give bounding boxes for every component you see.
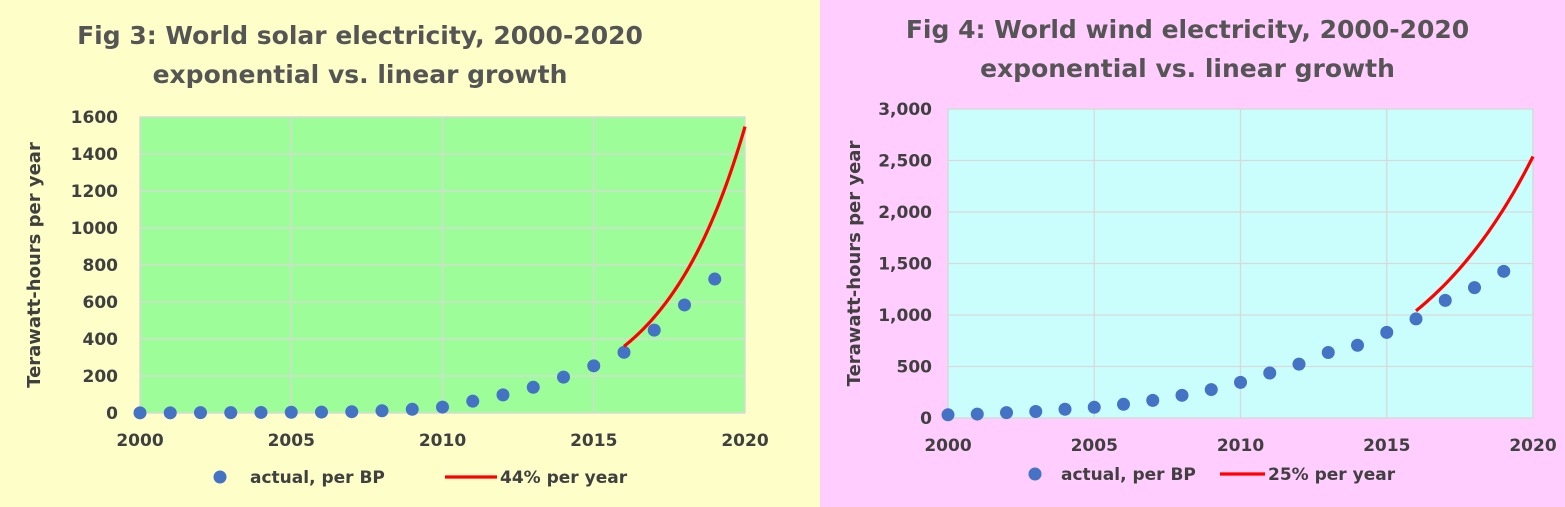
- data-point: [315, 405, 328, 419]
- data-point: [375, 404, 389, 418]
- y-tick-label: 800: [83, 256, 119, 276]
- y-tick-label: 0: [106, 404, 118, 424]
- y-tick-label: 200: [83, 367, 119, 387]
- y-axis-label: Terawatt-hours per year: [24, 142, 45, 388]
- chart-title-line-1: Fig 3: World solar electricity, 2000-202…: [77, 21, 643, 50]
- legend-label-actual: actual, per BP: [250, 468, 385, 488]
- solar-chart-svg: 0 200 400 600 800 1000 1200 1400 1600 2000 2005 201…: [24, 108, 769, 488]
- data-point: [970, 407, 984, 421]
- y-tick-label: 500: [897, 358, 933, 378]
- y-tick-label: 0: [920, 409, 932, 429]
- chart-title-line-2: exponential vs. linear growth: [152, 60, 568, 89]
- x-tick-label: 2020: [1509, 436, 1556, 456]
- x-tick-label: 2000: [924, 436, 971, 456]
- legend-label-actual: actual, per BP: [1061, 465, 1196, 485]
- data-point: [1087, 400, 1101, 414]
- x-tick-label: 2010: [419, 431, 466, 451]
- solar-chart-panel: Fig 3: World solar electricity, 2000-202…: [0, 0, 820, 507]
- chart-title-line-1: Fig 4: World wind electricity, 2000-2020: [905, 15, 1470, 44]
- y-tick-label: 1,000: [878, 306, 932, 326]
- data-point: [1029, 405, 1043, 419]
- x-tick-label: 2005: [1071, 436, 1118, 456]
- data-point: [1058, 402, 1072, 416]
- exponential-fit-line: [1414, 155, 1535, 313]
- data-point: [1146, 393, 1160, 407]
- data-point: [1468, 281, 1481, 295]
- legend-label-fit: 25% per year: [1268, 465, 1396, 485]
- data-point: [1263, 366, 1277, 380]
- data-point: [254, 405, 268, 419]
- y-tick-label: 2,500: [878, 152, 932, 172]
- legend-marker-actual: [1028, 467, 1042, 481]
- data-point: [617, 345, 631, 359]
- chart-title-line-2: exponential vs. linear growth: [980, 54, 1395, 83]
- data-point: [194, 406, 207, 420]
- data-point: [436, 400, 449, 414]
- x-tick-label: 2020: [721, 431, 768, 451]
- chart-title: Fig 3: World solar electricity, 2000-202…: [0, 16, 820, 94]
- plot-border: [947, 108, 1534, 419]
- data-point: [526, 380, 540, 394]
- data-point: [1438, 293, 1452, 307]
- data-point: [1409, 312, 1423, 326]
- x-tick-label: 2015: [1363, 436, 1410, 456]
- data-point: [1292, 357, 1306, 371]
- data-point: [1175, 388, 1189, 402]
- data-point: [941, 408, 955, 422]
- data-point: [466, 394, 480, 408]
- y-tick-label: 1600: [71, 108, 118, 128]
- data-point: [1204, 383, 1218, 397]
- data-point: [647, 323, 661, 337]
- data-point: [587, 359, 601, 373]
- data-point: [1497, 264, 1511, 278]
- y-tick-label: 1000: [71, 219, 118, 239]
- y-tick-label: 1400: [71, 145, 118, 165]
- data-point: [345, 405, 359, 419]
- data-point: [163, 406, 177, 420]
- data-point: [1380, 325, 1394, 339]
- data-point: [405, 402, 419, 416]
- data-point: [496, 388, 510, 402]
- x-tick-label: 2000: [116, 431, 163, 451]
- data-point: [557, 370, 570, 384]
- wind-chart-svg: 0 500 1,000 1,500 2,000 2,500 3,000 2000 2005 201…: [844, 100, 1557, 485]
- y-tick-label: 1200: [71, 182, 118, 202]
- x-tick-label: 2010: [1217, 436, 1264, 456]
- data-point: [1234, 375, 1247, 389]
- data-point: [1321, 345, 1335, 359]
- x-tick-label: 2005: [268, 431, 315, 451]
- x-tick-label: 2015: [570, 431, 617, 451]
- legend-marker-actual: [213, 470, 227, 484]
- data-point: [133, 406, 147, 420]
- data-point: [1000, 406, 1013, 420]
- data-point: [678, 298, 691, 312]
- data-point: [1351, 338, 1364, 352]
- y-tick-label: 2,000: [878, 203, 932, 223]
- y-tick-label: 400: [83, 330, 119, 350]
- data-point: [1117, 397, 1130, 411]
- y-axis-label: Terawatt-hours per year: [844, 141, 865, 387]
- y-tick-label: 600: [83, 293, 119, 313]
- data-point: [224, 406, 238, 420]
- exponential-fit-line: [622, 126, 747, 348]
- legend-label-fit: 44% per year: [500, 468, 628, 488]
- y-tick-label: 1,500: [878, 255, 932, 275]
- data-point: [284, 405, 298, 419]
- data-point: [708, 272, 722, 286]
- wind-chart-panel: Fig 4: World wind electricity, 2000-2020…: [820, 0, 1565, 507]
- y-tick-label: 3,000: [878, 100, 932, 120]
- chart-title: Fig 4: World wind electricity, 2000-2020…: [820, 10, 1565, 88]
